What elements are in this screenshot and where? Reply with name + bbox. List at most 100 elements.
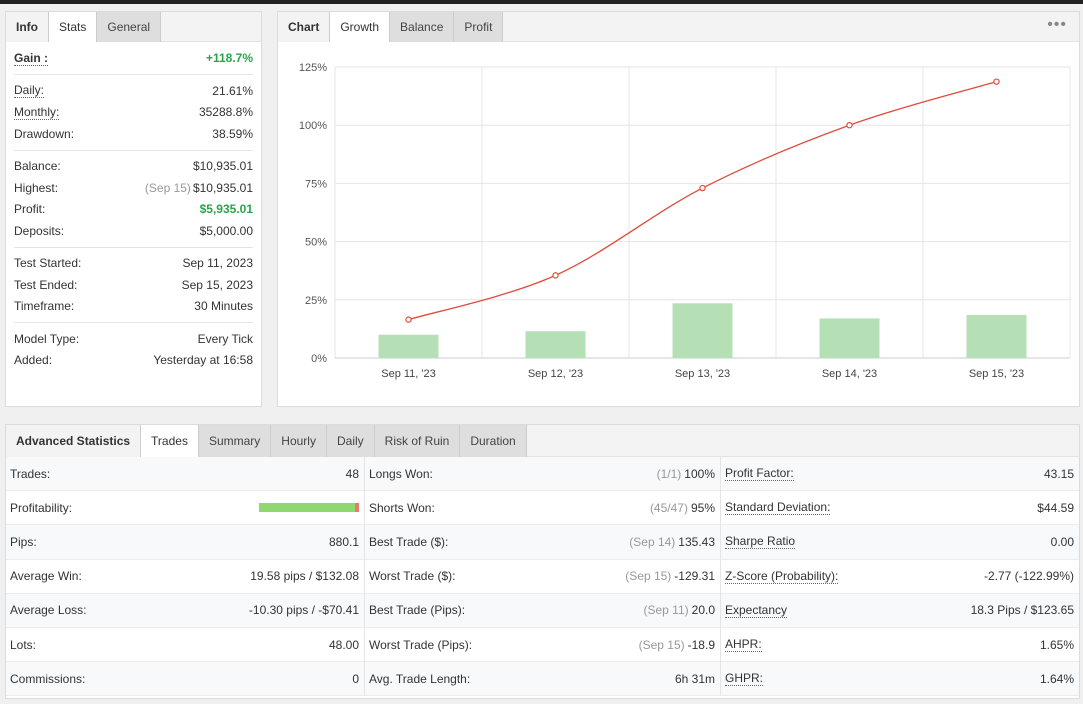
advanced-statistics-panel: Advanced Statistics Trades Summary Hourly Da…	[5, 424, 1080, 699]
drawdown-label: Drawdown:	[14, 126, 75, 141]
stat-label-sharpe-ratio[interactable]: Sharpe Ratio	[725, 534, 796, 550]
x-tick-label: Sep 11, '23	[381, 368, 436, 380]
growth-point	[993, 78, 1000, 85]
stat-value-longs-won: (1/1) 100%	[657, 467, 715, 481]
profit-row: Profit: $5,935.01	[14, 199, 253, 221]
stats-tab-trades[interactable]: Trades	[141, 425, 199, 457]
chart-tab-profit[interactable]: Profit	[454, 12, 504, 42]
stat-value-ahpr: 1.65%	[1040, 638, 1074, 652]
test-ended-row: Test Ended: Sep 15, 2023	[14, 274, 253, 296]
stat-value-best-trade: (Sep 14) 135.43	[629, 535, 715, 549]
stat-number-standard-deviation: $44.59	[1037, 500, 1074, 515]
drawdown-row: Drawdown: 38.59%	[14, 123, 253, 145]
stat-row-avg-trade-length: Avg. Trade Length: 6h 31m	[365, 662, 720, 697]
chart-tab-growth[interactable]: Growth	[330, 12, 391, 42]
info-tabs: Info Stats General	[6, 12, 261, 42]
chart-tab-balance[interactable]: Balance	[390, 12, 455, 42]
daily-row: Daily: 21.61%	[14, 80, 253, 102]
added-value: Yesterday at 16:58	[153, 353, 253, 368]
stat-detail-shorts-won: (45/47)	[649, 500, 688, 515]
growth-point	[552, 272, 559, 279]
stat-label-lots: Lots:	[10, 637, 37, 652]
stat-number-shorts-won: 95%	[690, 500, 715, 515]
stat-number-best-trade-pips: 20.0	[691, 603, 715, 618]
more-menu-icon[interactable]: •••	[1047, 16, 1067, 33]
stat-label-longs-won: Longs Won:	[369, 466, 433, 481]
stat-number-best-trade: 135.43	[678, 534, 715, 549]
x-tick-label: Sep 13, '23	[675, 368, 730, 380]
stat-value-trades: 48	[346, 467, 359, 481]
gain-label[interactable]: Gain :	[14, 50, 49, 66]
stat-label-pips: Pips:	[10, 534, 37, 549]
stats-column-1: Trades: 48 Profitability: Pips: 880.1 Average…	[6, 457, 364, 697]
monthly-value: 35288.8%	[198, 105, 253, 120]
test-ended-label: Test Ended:	[14, 277, 78, 292]
stat-row-profit-factor: Profit Factor: 43.15	[721, 457, 1079, 492]
chart-tab-chart[interactable]: Chart	[278, 12, 331, 42]
stat-value-commissions: 0	[352, 672, 359, 686]
x-tick-label: Sep 14, '23	[822, 368, 877, 380]
stats-column-2: Longs Won: (1/1) 100% Shorts Won: (45/47) 95%…	[364, 457, 720, 697]
stat-number-ghpr: 1.64%	[1039, 671, 1074, 686]
stat-row-ahpr: AHPR: 1.65%	[721, 628, 1079, 663]
daily-label[interactable]: Daily:	[14, 83, 45, 99]
stat-number-commissions: 0	[352, 671, 359, 686]
stat-row-best-trade-pips: Best Trade (Pips): (Sep 11) 20.0	[365, 593, 720, 628]
stat-row-profitability: Profitability:	[6, 491, 364, 526]
profitability-bar	[259, 503, 359, 513]
y-tick-label: 50%	[305, 237, 327, 249]
monthly-label[interactable]: Monthly:	[14, 104, 60, 120]
stats-tab-duration[interactable]: Duration	[460, 425, 527, 457]
stat-label-ghpr[interactable]: GHPR:	[725, 671, 764, 687]
info-tab-stats[interactable]: Stats	[49, 12, 98, 42]
highest-date: (Sep 15)	[144, 180, 191, 195]
timeframe-row: Timeframe: 30 Minutes	[14, 296, 253, 318]
stat-value-worst-trade-pips: (Sep 15) -18.9	[639, 638, 715, 652]
stat-detail-worst-trade-pips: (Sep 15)	[638, 637, 685, 652]
stats-tab-daily[interactable]: Daily	[326, 425, 375, 457]
growth-point	[846, 121, 853, 129]
stat-label-standard-deviation[interactable]: Standard Deviation:	[725, 500, 831, 516]
stat-label-profit-factor[interactable]: Profit Factor:	[725, 466, 794, 482]
y-tick-label: 25%	[305, 295, 327, 307]
stats-tab-summary[interactable]: Summary	[198, 425, 272, 457]
stat-value-sharpe-ratio: 0.00	[1051, 535, 1074, 549]
stat-value-expectancy: 18.3 Pips / $123.65	[971, 603, 1074, 617]
top-bar	[0, 0, 1083, 4]
stat-number-pips: 880.1	[328, 534, 359, 549]
balance-value: $10,935.01	[192, 159, 253, 174]
stat-number-lots: 48.00	[328, 637, 359, 652]
stat-label-expectancy[interactable]: Expectancy	[725, 602, 788, 618]
highest-row: Highest: (Sep 15) $10,935.01	[14, 177, 253, 199]
stat-value-standard-deviation: $44.59	[1037, 501, 1074, 515]
stats-tab-hourly[interactable]: Hourly	[271, 425, 327, 457]
stat-value-worst-trade: (Sep 15) -129.31	[625, 569, 715, 583]
stat-value-profit-factor: 43.15	[1044, 467, 1074, 481]
stats-column-3: Profit Factor: 43.15 Standard Deviation: $4…	[720, 457, 1079, 697]
stat-row-lots: Lots: 48.00	[6, 628, 364, 663]
info-tab-info[interactable]: Info	[6, 12, 49, 42]
stat-label-best-trade: Best Trade ($):	[369, 534, 449, 549]
stat-number-worst-trade-pips: -18.9	[687, 637, 715, 652]
info-tab-general[interactable]: General	[97, 12, 162, 42]
gain-row: Gain : +118.7%	[14, 42, 253, 74]
added-row: Added: Yesterday at 16:58	[14, 350, 253, 372]
stat-value-ghpr: 1.64%	[1040, 672, 1074, 686]
stat-detail-best-trade-pips: (Sep 11)	[643, 603, 689, 618]
stat-value-average-loss: -10.30 pips / -$70.41	[249, 603, 359, 617]
model-type-value: Every Tick	[197, 331, 253, 346]
stats-tab-advanced-statistics[interactable]: Advanced Statistics	[6, 425, 142, 457]
stat-detail-longs-won: (1/1)	[656, 466, 682, 481]
stat-label-z-score-probability[interactable]: Z-Score (Probability):	[725, 568, 839, 584]
stat-label-ahpr[interactable]: AHPR:	[725, 637, 762, 653]
test-started-value: Sep 11, 2023	[182, 256, 253, 271]
stat-row-average-win: Average Win: 19.58 pips / $132.08	[6, 560, 364, 594]
chart-panel: Chart Growth Balance Profit ••• 0% 25% 50% 75%…	[277, 11, 1080, 407]
deposits-row: Deposits: $5,000.00	[14, 220, 253, 242]
stat-row-average-loss: Average Loss: -10.30 pips / -$70.41	[6, 593, 364, 628]
y-tick-label: 0%	[311, 353, 327, 365]
stat-value-pips: 880.1	[329, 535, 359, 549]
timeframe-value: 30 Minutes	[194, 299, 253, 314]
stats-tab-risk-of-ruin[interactable]: Risk of Ruin	[374, 425, 461, 457]
growth-line	[408, 81, 997, 321]
